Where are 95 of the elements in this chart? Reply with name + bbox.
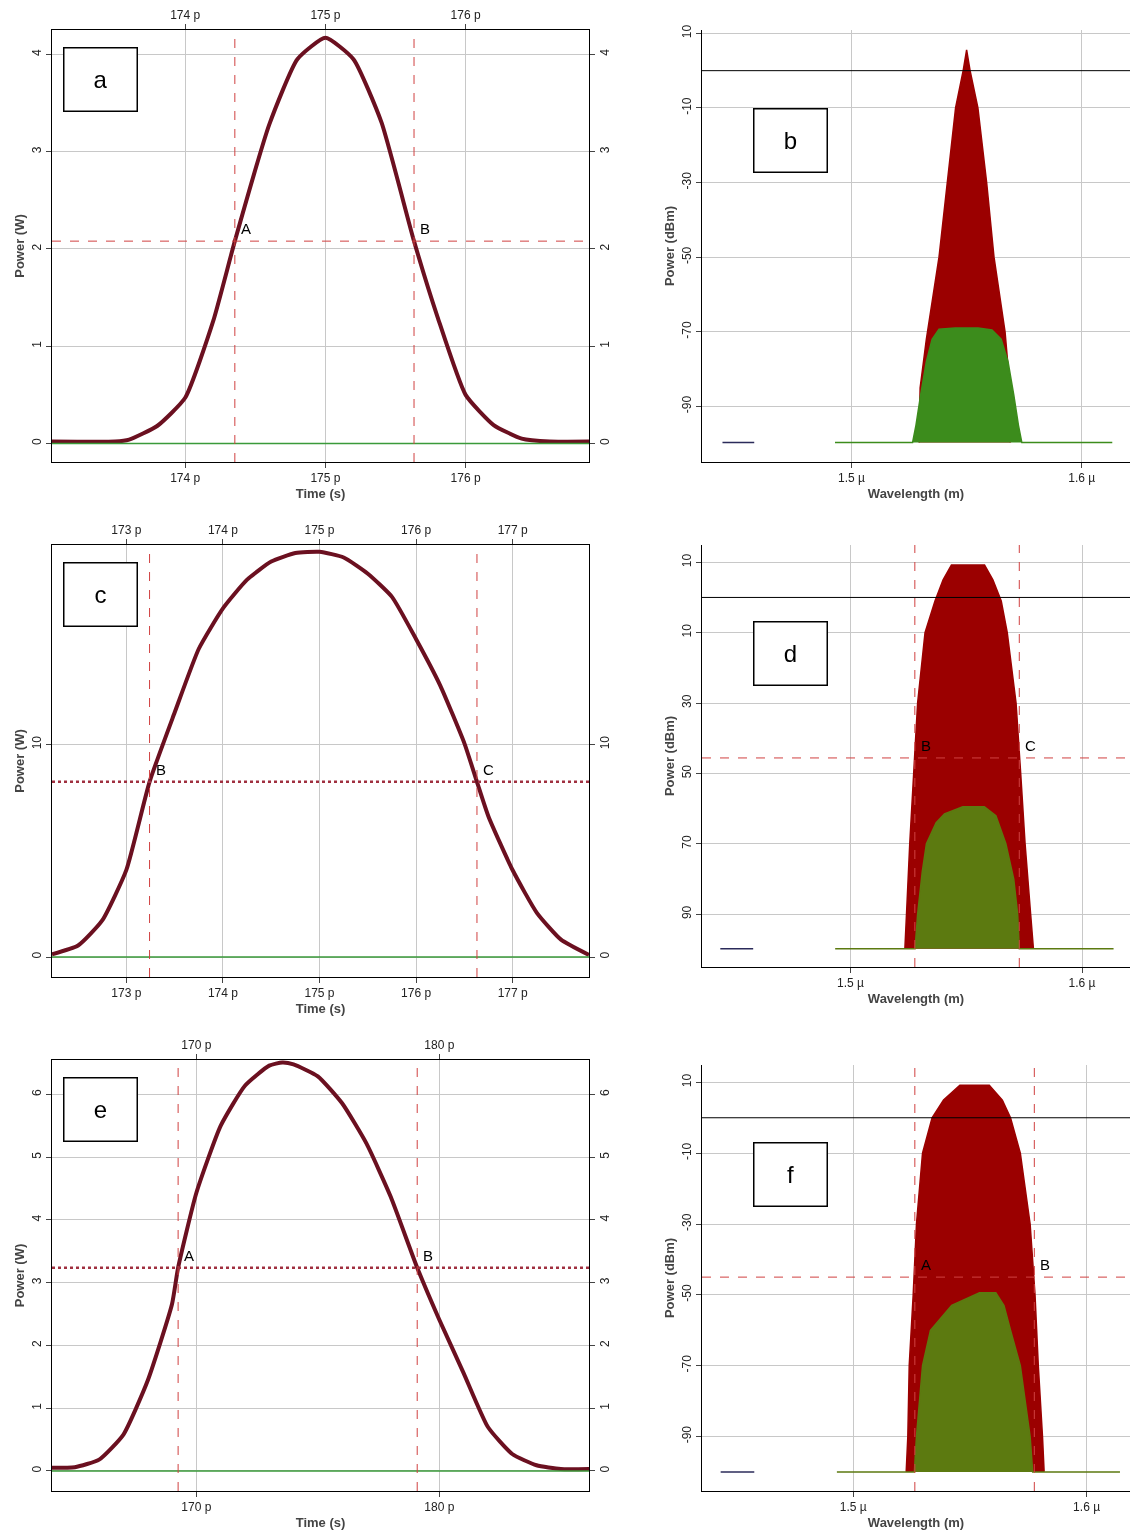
- y2-tick-label: 0: [598, 1465, 613, 1473]
- y-axis-title: Power (dBm): [662, 715, 678, 797]
- y2-tick-label: 4: [598, 1214, 613, 1222]
- y-axis-title: Power (W): [12, 214, 28, 278]
- x-tick-label: 1.6 µ: [1068, 471, 1096, 486]
- annotation: c: [94, 581, 107, 608]
- annotation: d: [783, 640, 798, 667]
- x2-tick-label: 177 p: [497, 986, 529, 1001]
- y-tick-label: 10: [30, 735, 45, 750]
- x-tick-label: 1.6 µ: [1073, 1500, 1101, 1515]
- line-series: [52, 549, 589, 957]
- y-tick-label: 10: [680, 623, 695, 638]
- y2-tick-label: 2: [598, 243, 613, 251]
- x-tick-label: 174 p: [170, 8, 201, 23]
- y2-tick-label: 6: [598, 1089, 613, 1097]
- y-tick-label: 2: [30, 243, 45, 251]
- y-tick-label: 6: [30, 1089, 45, 1097]
- y2-tick-label: 1: [598, 340, 613, 348]
- x-tick-label: 176 p: [450, 8, 481, 23]
- y-axis-title: Power (W): [12, 1243, 28, 1308]
- y-tick-label: -30: [680, 171, 695, 190]
- x2-tick-label: 176 p: [401, 986, 432, 1001]
- annotation: B: [1040, 1256, 1051, 1273]
- annotation: b: [783, 127, 798, 154]
- x2-tick-label: 174 p: [207, 986, 239, 1001]
- annotation: e: [93, 1096, 108, 1123]
- y-tick-label: -10: [680, 1142, 695, 1161]
- x-axis-title: Wavelength (m): [867, 991, 965, 1006]
- x-tick-label: 175 p: [310, 8, 341, 23]
- y2-tick-label: 3: [598, 146, 613, 154]
- y-tick-label: 1: [30, 1402, 45, 1410]
- x2-tick-label: 175 p: [304, 986, 335, 1001]
- annotation: A: [921, 1256, 932, 1273]
- x-tick-label: 175 p: [304, 523, 335, 538]
- y-tick-label: 0: [30, 438, 45, 446]
- y-tick-label: -50: [680, 1284, 695, 1302]
- y-tick-label: 50: [680, 764, 695, 779]
- y2-tick-label: 0: [598, 438, 613, 446]
- x-tick-label: 1.6 µ: [1068, 976, 1096, 991]
- annotation: A: [241, 220, 252, 237]
- y2-tick-label: 3: [598, 1277, 613, 1285]
- y-tick-label: -90: [680, 395, 695, 414]
- x-axis-title: Wavelength (m): [867, 486, 965, 501]
- x-tick-label: 173 p: [111, 523, 142, 538]
- x-tick-label: 1.5 µ: [839, 1500, 867, 1515]
- y2-tick-label: 1: [598, 1402, 613, 1410]
- y-axis-title: Power (dBm): [662, 1237, 678, 1319]
- annotation: B: [420, 220, 431, 237]
- y2-tick-label: 4: [598, 48, 613, 56]
- annotation: B: [921, 737, 932, 754]
- x-tick-label: 177 p: [497, 523, 529, 538]
- x2-tick-label: 173 p: [111, 986, 142, 1001]
- y-tick-label: 4: [30, 1214, 45, 1222]
- y-tick-label: -70: [680, 1354, 695, 1373]
- y-tick-label: 10: [680, 553, 695, 568]
- annotation: f: [787, 1161, 794, 1188]
- y-tick-label: 1: [30, 340, 45, 348]
- x-axis-title: Time (s): [295, 486, 346, 501]
- y-tick-label: 90: [680, 905, 695, 920]
- y2-tick-label: 0: [598, 951, 613, 959]
- x-tick-label: 1.5 µ: [838, 471, 866, 486]
- x-tick-label: 174 p: [207, 523, 239, 538]
- y-tick-label: 30: [680, 694, 695, 708]
- y-tick-label: 3: [30, 1277, 45, 1285]
- x-axis-title: Wavelength (m): [867, 1515, 965, 1530]
- x-axis-title: Time (s): [295, 1001, 346, 1016]
- y2-tick-label: 10: [598, 735, 613, 750]
- annotation: C: [483, 761, 494, 778]
- y-tick-label: 0: [30, 1465, 45, 1473]
- annotation: A: [184, 1247, 195, 1264]
- x-tick-label: 176 p: [401, 523, 432, 538]
- y-axis-title: Power (dBm): [662, 205, 678, 287]
- annotation: B: [423, 1247, 434, 1264]
- y-axis-title: Power (W): [12, 729, 28, 793]
- y-tick-label: 0: [30, 951, 45, 959]
- x-tick-label: 1.5 µ: [836, 976, 865, 991]
- y-tick-label: 10: [680, 1073, 695, 1088]
- x-axis-title: Time (s): [295, 1515, 346, 1530]
- annotation: B: [156, 761, 167, 778]
- y2-tick-label: 5: [598, 1151, 613, 1159]
- y-tick-label: -70: [680, 321, 695, 339]
- y-tick-label: 4: [30, 48, 45, 56]
- y-tick-label: 2: [30, 1339, 45, 1347]
- y-tick-label: 70: [680, 835, 695, 849]
- y-tick-label: 5: [30, 1151, 45, 1159]
- annotation: C: [1025, 737, 1036, 754]
- y-tick-label: 10: [680, 24, 695, 39]
- y2-tick-label: 2: [598, 1339, 613, 1347]
- y-tick-label: -50: [680, 246, 695, 265]
- line-series: [52, 35, 589, 444]
- y-tick-label: -10: [680, 97, 695, 115]
- y-tick-label: -90: [680, 1425, 695, 1444]
- y-tick-label: 3: [30, 146, 45, 154]
- y-tick-label: -30: [680, 1213, 695, 1231]
- annotation: a: [93, 66, 108, 93]
